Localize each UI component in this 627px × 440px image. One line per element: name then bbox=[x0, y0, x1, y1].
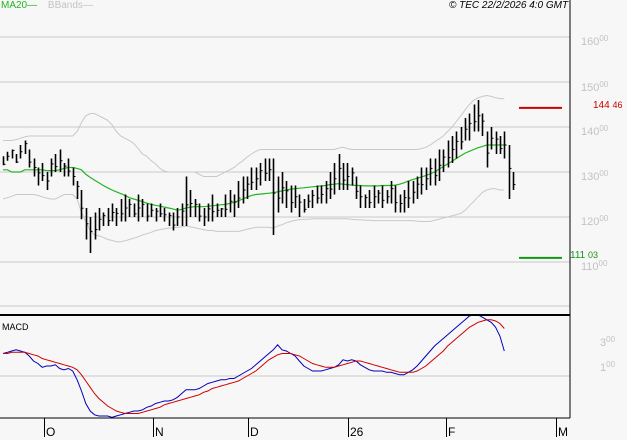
chart-frame bbox=[0, 0, 571, 419]
y-axis-label: 11000 bbox=[581, 259, 608, 273]
x-axis-label: 26 bbox=[350, 425, 364, 439]
y-axis-label: 12000 bbox=[581, 214, 609, 228]
x-axis-label: D bbox=[250, 425, 259, 439]
macd-axis-label: 100 bbox=[600, 360, 616, 374]
legend: MA20— BBands— bbox=[1, 0, 93, 11]
support-label: 111 03 bbox=[570, 250, 598, 261]
x-axis-label: N bbox=[155, 425, 164, 439]
macd-axis-label: 300 bbox=[600, 335, 616, 349]
y-axis-label: 14000 bbox=[581, 124, 609, 138]
price-levels bbox=[519, 106, 562, 259]
price-gridlines bbox=[0, 36, 570, 377]
x-axis-label: O bbox=[46, 425, 56, 439]
price-bars bbox=[2, 100, 516, 253]
macd-title: MACD bbox=[2, 322, 29, 332]
legend-ma20: MA20— bbox=[1, 0, 38, 11]
x-axis-label: F bbox=[448, 425, 456, 439]
macd-lines bbox=[2, 314, 505, 418]
x-axis-ticks bbox=[44, 418, 557, 437]
copyright-timestamp: © TEC 22/2/2026 4:0 GMT bbox=[449, 0, 569, 11]
resistance-label: 144 46 bbox=[593, 100, 623, 111]
y-axis-label: 13000 bbox=[581, 169, 609, 183]
y-axis-label: 15000 bbox=[581, 80, 609, 94]
ma20-line bbox=[3, 144, 505, 211]
legend-bbands: BBands— bbox=[47, 0, 93, 11]
x-axis-label: M bbox=[558, 425, 568, 439]
y-axis-label: 16000 bbox=[581, 34, 609, 48]
